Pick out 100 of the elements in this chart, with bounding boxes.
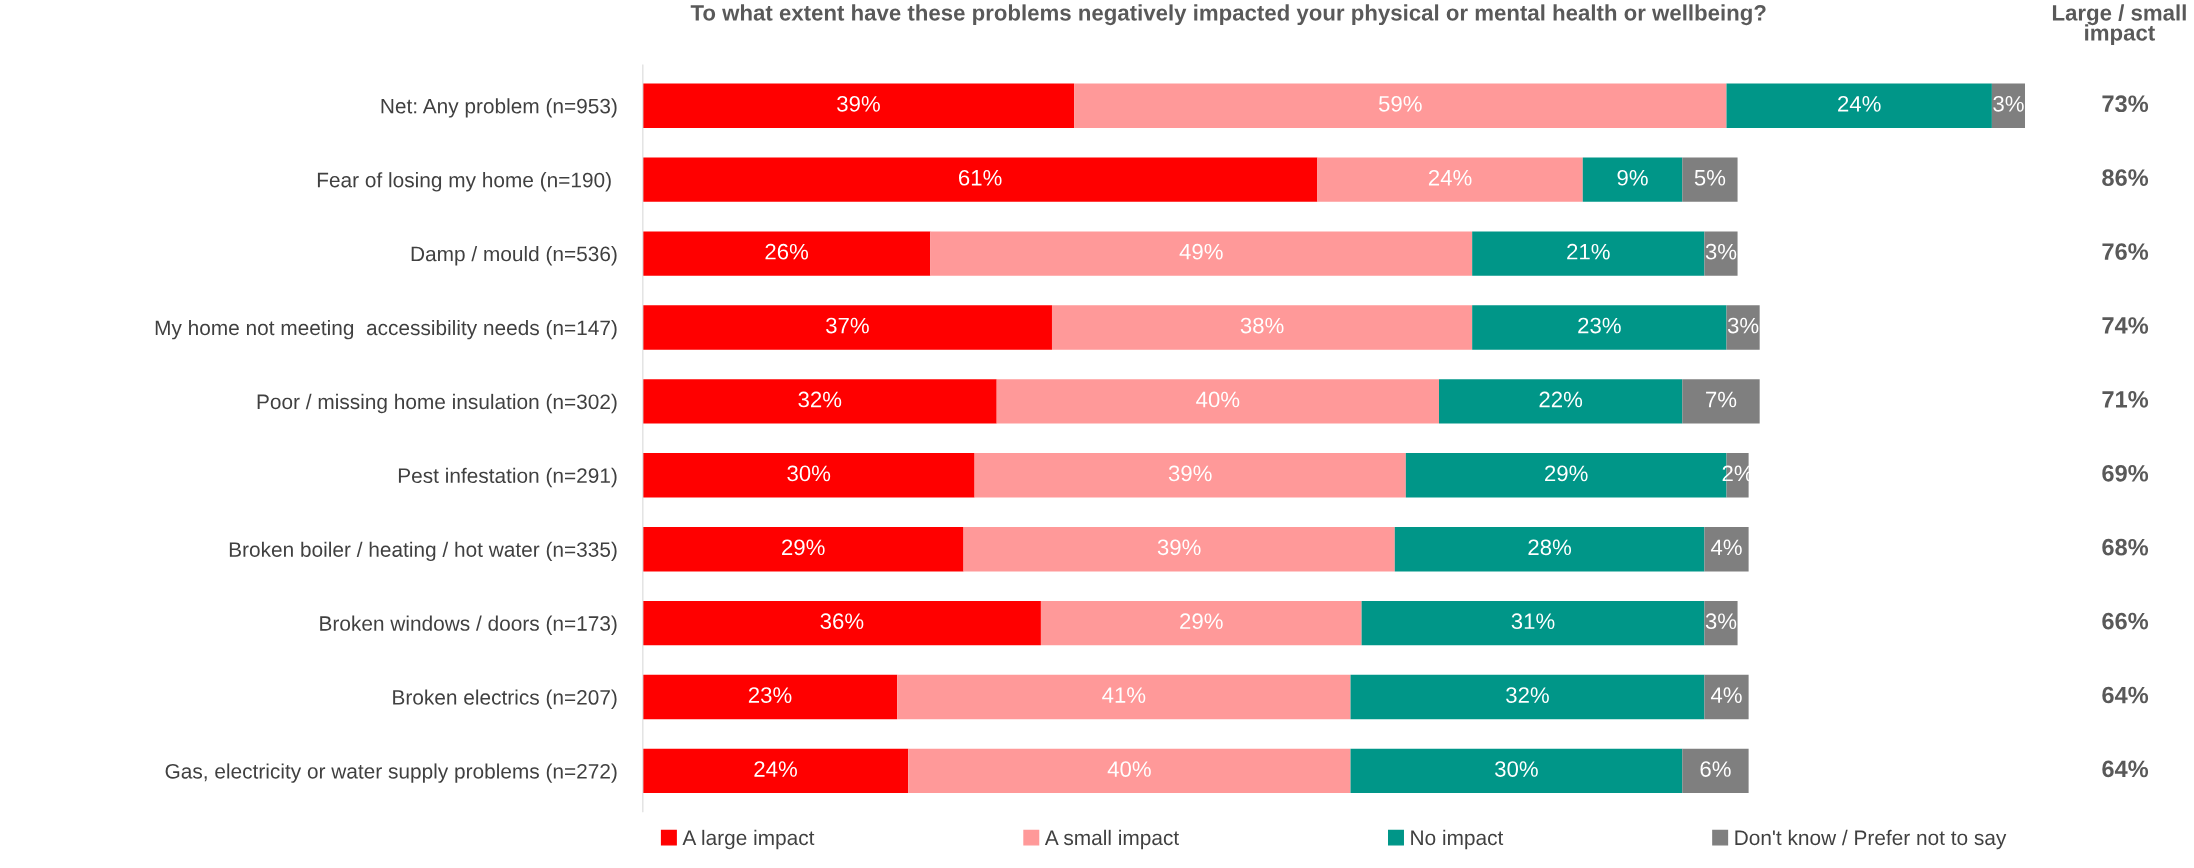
text: 76%: [2102, 243, 2149, 260]
data-label: 3%: [1705, 613, 1737, 630]
bar: [1472, 231, 1705, 276]
bar: [1682, 157, 1738, 202]
bar: [642, 600, 1041, 646]
bar: [1074, 83, 1727, 128]
data-label: 28%: [1528, 539, 1572, 556]
bar: [642, 453, 975, 498]
data-label: 24%: [1838, 95, 1881, 112]
bar: [642, 379, 997, 424]
bar: [1317, 157, 1583, 202]
data-label: 39%: [1157, 539, 1201, 556]
data-label: 41%: [1102, 687, 1146, 703]
data-label: 29%: [782, 539, 825, 556]
data-label: 40%: [1196, 391, 1240, 408]
data-label: 37%: [826, 317, 869, 334]
y-tick-label: Poor / missing home insulation (n=302): [257, 393, 617, 414]
bar: [1582, 157, 1683, 202]
data-label: 30%: [787, 465, 831, 482]
data-label: 5%: [1694, 169, 1726, 186]
y-tick-label: Damp / mould (n=536): [411, 246, 617, 266]
y-tick-label: Broken windows / doors (n=173): [320, 615, 617, 635]
data-label: 3%: [1993, 95, 2024, 112]
data-label: 3%: [1727, 317, 1759, 334]
bar: [642, 83, 1075, 128]
text: 66%: [2102, 612, 2149, 630]
text: 69%: [2102, 464, 2149, 482]
data-label: 40%: [1107, 761, 1151, 777]
data-label: 29%: [1180, 613, 1223, 630]
bar: [642, 231, 931, 276]
data-label: 29%: [1545, 465, 1588, 482]
bar: [642, 305, 1052, 350]
legend-label: Don't know / Prefer not to say: [1735, 829, 2007, 850]
y-tick-label: Net: Any problem (n=953): [381, 98, 617, 118]
text: 68%: [2102, 538, 2149, 556]
data-label: 49%: [1179, 243, 1223, 260]
bar: [963, 527, 1395, 572]
bar: [642, 157, 1318, 202]
bar: [1361, 600, 1705, 646]
data-label: 9%: [1617, 169, 1648, 186]
data-label: 24%: [1428, 169, 1472, 186]
y-tick-label: My home not meeting accessibility needs (n=147): [155, 319, 617, 340]
bar: [1682, 748, 1749, 794]
y-tick-label: Fear of losing my home (n=190): [317, 172, 611, 192]
bar: [1472, 305, 1727, 350]
data-label: 32%: [1506, 687, 1549, 703]
data-label: 26%: [765, 243, 809, 260]
data-label: 32%: [798, 391, 842, 408]
data-label: 39%: [1168, 465, 1212, 482]
text: 86%: [2102, 169, 2149, 186]
data-label: 30%: [1495, 761, 1538, 777]
text: 71%: [2102, 391, 2149, 408]
bar: [642, 748, 909, 794]
data-label: 39%: [837, 95, 880, 112]
bar: [1040, 600, 1362, 646]
text: 74%: [2102, 317, 2149, 334]
chart-title: To what extent have these problems negatively impacted your physical or mental health or wellbeing?: [690, 4, 1766, 26]
bar: [974, 453, 1406, 498]
bar: [1704, 231, 1738, 276]
bar: [1394, 527, 1705, 572]
bar: [1726, 305, 1760, 350]
data-label: 21%: [1567, 243, 1610, 260]
data-label: 24%: [754, 761, 797, 777]
legend-label: A small impact: [1044, 829, 1179, 850]
bar: [1439, 379, 1683, 424]
text: Large / small impact: [2052, 4, 2186, 46]
bar: [642, 527, 964, 572]
bar: [1350, 748, 1683, 794]
bar: [1350, 674, 1705, 720]
y-tick-label: Broken electrics (n=207): [393, 689, 617, 709]
bar: [1704, 674, 1749, 720]
text: 64%: [2102, 686, 2149, 704]
data-label: 38%: [1240, 317, 1284, 334]
bar: [1051, 305, 1473, 350]
data-label: 23%: [748, 687, 792, 703]
data-label: 59%: [1378, 95, 1422, 112]
data-label: 4%: [1710, 687, 1742, 703]
text: 64%: [2102, 760, 2149, 778]
bar: [1726, 83, 1992, 128]
y-tick-label: Gas, electricity or water supply problems (n=272): [165, 763, 617, 783]
data-label: 61%: [958, 169, 1002, 186]
bar: [930, 231, 1473, 276]
bar: [642, 674, 898, 720]
bar: [1704, 527, 1749, 572]
y-tick-label: Pest infestation (n=291): [398, 467, 617, 488]
data-label: 31%: [1511, 613, 1555, 630]
legend-label: A large impact: [682, 829, 815, 850]
text: 73%: [2102, 95, 2149, 113]
data-label: 36%: [820, 613, 864, 630]
data-label: 22%: [1539, 391, 1583, 408]
bar: [996, 379, 1439, 424]
bar: [908, 748, 1351, 794]
bar: [1682, 379, 1760, 424]
data-label: 23%: [1578, 317, 1621, 334]
y-tick-label: Broken boiler / heating / hot water (n=335): [229, 541, 617, 562]
data-label: 7%: [1706, 391, 1737, 408]
data-label: 6%: [1700, 761, 1731, 777]
bar: [897, 674, 1351, 720]
legend-label: No impact: [1411, 829, 1504, 850]
data-label: 4%: [1710, 539, 1742, 556]
